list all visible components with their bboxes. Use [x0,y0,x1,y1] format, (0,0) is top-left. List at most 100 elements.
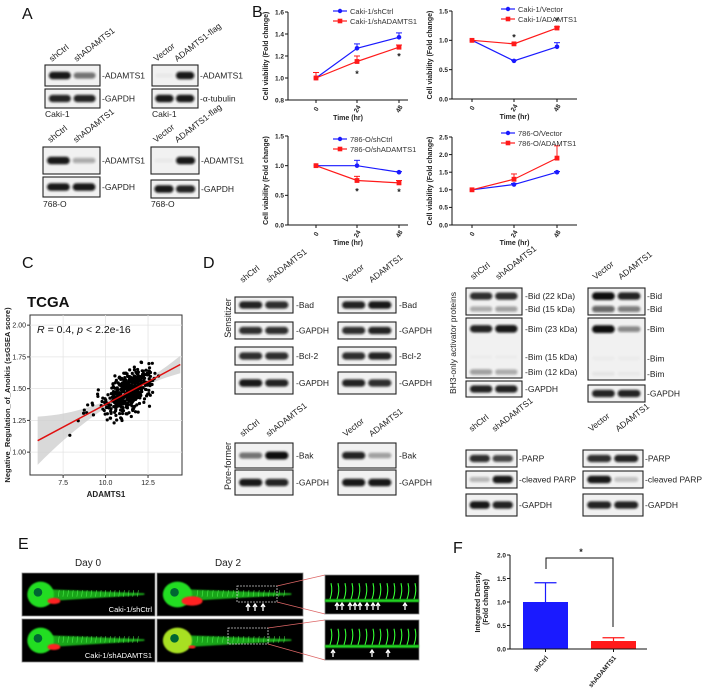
scatter-point [130,404,134,408]
y-axis-title: Negative_Regulation_of_Anoikis (ssGSEA s… [3,307,12,483]
scatter-point [130,376,134,381]
y-tick-label: 0.5 [497,623,506,630]
band-label: -Bcl-2 [399,351,421,361]
vessel [57,636,60,643]
protein-band [239,352,263,360]
legend-marker [337,18,343,24]
scatter-point [148,382,152,386]
band-label: -GAPDH [296,478,329,488]
y-tick-label: 0.0 [497,646,506,653]
vessel [118,590,121,597]
scatter-point [119,417,124,421]
vessel [67,590,69,597]
data-point [354,178,360,183]
scatter-point [148,393,152,397]
vessel [378,628,382,645]
scatter-point [123,399,127,403]
legend-label: Caki-1/shCtrl [350,7,394,16]
protein-band [592,356,615,360]
data-point [511,41,517,47]
band-label: -GAPDH [645,500,678,510]
legend-label: 786-O/ADAMTS1 [518,139,576,148]
scatter-point [108,396,112,400]
scatter-point [121,384,125,388]
scatter-point [141,374,145,378]
x-tick-label: 0 [469,231,477,238]
y-tick-label: 0.0 [439,222,448,229]
tumor-cells [47,597,61,605]
scatter-point [122,387,126,392]
vessel [217,590,219,597]
band-label: -Bak [296,451,314,461]
line-chart: 0.0 0.5 1.0 1.5 0 24 48 Time (hr) Cell viability… [427,5,577,121]
vessel [62,636,65,643]
protein-band [591,325,615,334]
line-chart: 0.0 0.5 1.0 1.5 2.0 2.5 0 24 48 Time (hr) Cell via… [427,129,577,247]
scatter-point [68,433,72,437]
blot-strip [151,88,199,109]
lane-label: shADAMTS1 [264,246,309,284]
vessel [232,636,234,643]
scatter-point [114,407,118,411]
band-label: -GAPDH [102,94,135,104]
protein-band [617,292,641,300]
vessel [268,636,270,643]
scatter-point [103,397,107,401]
vessel [201,636,204,643]
vessel [357,583,361,600]
lane-label: shADAMTS1 [264,400,309,438]
vessel [123,590,125,597]
scatter-point [111,385,115,389]
legend-label: Caki-1/ADAMTS1 [518,15,577,24]
x-tick-label: 48 [395,229,405,239]
vessel [399,628,403,645]
fish-eye [170,634,179,643]
protein-band [368,452,392,459]
scatter-point [118,383,122,387]
vessel [399,583,403,600]
blot-group: shCtrl shADAMTS1 -Bad -GAPDH -Bcl-2 -GAPDH [234,246,329,395]
scatter-point [100,399,104,404]
vessel [242,590,245,597]
protein-band [495,369,518,375]
scatter-point [82,408,86,412]
scatter-point [147,366,152,370]
protein-band [342,379,366,387]
protein-band [175,71,195,80]
x-tick-label: 0 [313,231,321,238]
vessel [364,583,368,600]
protein-band [342,478,366,487]
blot-strip [582,449,644,468]
protein-band [469,306,493,312]
blot-strip [234,371,294,395]
blot-group: Vector ADAMTS1 -PARP -cleaved PARP -GAPDH [582,401,702,517]
line-chart: 0.0 0.5 1.0 1.5 0 24 48 Time (hr) Cell viability… [263,133,416,247]
blot-strip [465,470,518,489]
day2-label: Day 2 [215,558,242,569]
vessel [113,590,116,597]
vessel [90,590,93,597]
lane-label: shCtrl [45,123,69,145]
protein-band [469,476,490,483]
panel-label-f: F [453,540,463,557]
vessel [325,599,419,603]
y-tick-label: 2.5 [439,134,448,141]
scatter-point [117,376,121,380]
vessel [132,590,135,597]
zebrafish-panel: Day 0 Day 2 Caki-1/shCtrl Caki-1/shADAMTS1 [21,558,420,663]
blot-strip [465,493,518,517]
scatter-point [129,383,133,388]
vessel [211,590,214,597]
protein-band [492,475,513,484]
arrow-icon [370,601,376,610]
scatter-point [127,411,131,415]
arrow-icon [245,602,251,611]
blot-strip [337,296,397,314]
scatter-point [120,396,125,400]
protein-band [368,478,392,487]
cell-line-label: Caki-1 [152,109,177,119]
protein-band [46,183,70,191]
scatter-point [142,397,147,401]
significance-bracket [545,557,614,627]
